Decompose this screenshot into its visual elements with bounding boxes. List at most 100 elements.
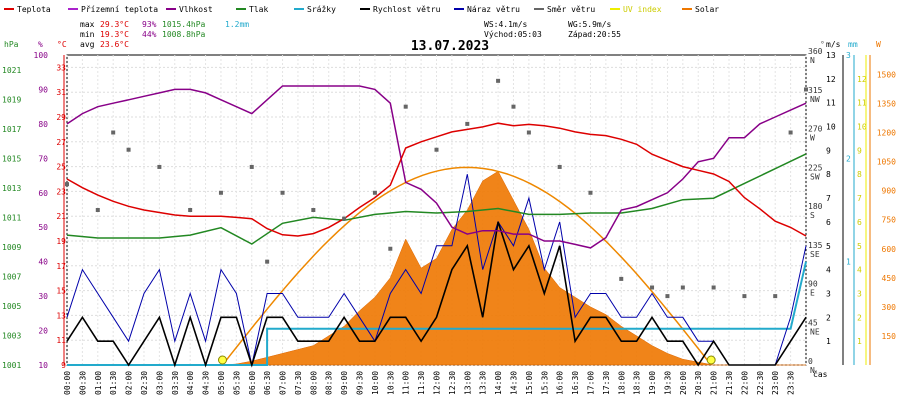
axis-time-label: 10:00: [371, 371, 380, 395]
axis-hpa-unit: hPa: [4, 40, 19, 49]
wind-direction-point: [665, 294, 670, 299]
axis-dir-cardinal: NW: [810, 95, 820, 104]
legend-label: Vlhkost: [179, 5, 213, 14]
sunrise-marker: [217, 355, 227, 365]
axis-dir-cardinal: N: [810, 56, 815, 65]
axis-time-label: 23:30: [787, 371, 796, 395]
axis-time-label: 04:00: [186, 371, 195, 395]
legend-label: Náraz větru: [467, 5, 520, 14]
axis-pct-tick: 70: [38, 154, 48, 163]
series-solar-area: [67, 170, 806, 366]
series-gust-line: [66, 174, 807, 366]
legend-label: Solar: [695, 5, 719, 14]
axis-time-label: 05:00: [217, 371, 226, 395]
axis-uv-tick: 3: [857, 289, 862, 298]
axis-uv-tick: 12: [857, 75, 867, 84]
axis-mm-unit: mm: [848, 40, 858, 49]
axis-hpa-tick: 1013: [2, 184, 21, 193]
wind-direction-point: [157, 164, 162, 169]
stat-min-hum: 44%: [142, 30, 157, 39]
axis-time-label: 08:30: [325, 371, 334, 395]
wind-direction-point: [511, 104, 516, 109]
wind-direction-point: [788, 130, 793, 135]
axis-dir-unit: °: [820, 40, 825, 49]
axis-time-label: 09:30: [356, 371, 365, 395]
axis-time-label: 02:30: [140, 371, 149, 395]
axis-w-unit: W: [876, 40, 881, 49]
axis-ms-unit: m/s: [826, 40, 841, 49]
axis-time-label: 16:00: [556, 371, 565, 395]
axis-dir-tick: 45: [808, 318, 818, 327]
axis-time-label: 02:00: [125, 371, 134, 395]
series-temperature-line: [66, 122, 807, 237]
axis-hpa-tick: 1011: [2, 213, 21, 222]
axis-pct-tick: 100: [34, 51, 49, 60]
series-humidity-line: [66, 85, 807, 249]
axis-temp-tick: 29: [56, 113, 66, 122]
axis-dir-cardinal: NE: [810, 327, 820, 336]
axis-time-label: 14:00: [494, 371, 503, 395]
axis-uv-tick: 11: [857, 99, 867, 108]
axis-time-label: 11:30: [417, 371, 426, 395]
axis-time-label: 03:00: [155, 371, 164, 395]
axis-time-label: 16:30: [571, 371, 580, 395]
wind-direction-point: [111, 130, 116, 135]
axis-temp-tick: 31: [56, 88, 66, 97]
axis-temp-tick: 23: [56, 187, 66, 196]
axis-time-label: 14:30: [509, 371, 518, 395]
stat-min-label: min: [80, 30, 95, 39]
wind-direction-point: [619, 276, 624, 281]
axis-ms-tick: 12: [826, 75, 836, 84]
wind-direction-point: [388, 246, 393, 251]
axis-dir-tick: 225: [808, 163, 823, 172]
axis-time-label: 07:00: [279, 371, 288, 395]
axis-temp-unit: °C: [57, 40, 67, 49]
wind-direction-point: [280, 190, 285, 195]
axis-ms-tick: 11: [826, 99, 836, 108]
axis-time-label: 00:00: [63, 371, 72, 395]
legend-label: Směr větru: [547, 5, 595, 14]
wind-direction-point: [465, 121, 470, 126]
stat-wind-gust: WG:5.9m/s: [568, 20, 612, 29]
axis-w-tick: 1200: [877, 129, 896, 138]
wind-direction-point: [218, 190, 223, 195]
axis-time-label: 15:00: [525, 371, 534, 395]
wind-direction-point: [65, 182, 69, 187]
stat-min-temp: 19.3°C: [100, 30, 129, 39]
axis-dir-tick: 360: [808, 47, 823, 56]
axis-time-unit: čas: [813, 369, 828, 379]
stat-min-press: 1008.8hPa: [162, 30, 206, 39]
axis-temp-tick: 33: [56, 63, 66, 72]
axis-time-label: 19:30: [663, 371, 672, 395]
axis-time-label: 23:00: [771, 371, 780, 395]
wind-direction-point: [403, 104, 408, 109]
axis-time-label: 21:00: [710, 371, 719, 395]
axis-time-label: 10:30: [386, 371, 395, 395]
wind-direction-point: [557, 164, 562, 169]
axis-ms-tick: 6: [826, 218, 831, 227]
axis-hpa-tick: 1019: [2, 95, 21, 104]
axis-pct-tick: 30: [38, 292, 48, 301]
axis-w-tick: 1050: [877, 158, 896, 167]
axis-hpa-tick: 1001: [2, 361, 21, 370]
wind-direction-point: [372, 190, 377, 195]
legend-label: Rychlost větru: [373, 5, 441, 14]
axis-dir-tick: 135: [808, 241, 823, 250]
axis-time-label: 08:00: [309, 371, 318, 395]
legend-label: Přízemní teplota: [81, 5, 158, 14]
axis-uv-tick: 5: [857, 242, 862, 251]
axis-hpa-tick: 1005: [2, 302, 21, 311]
axis-time-label: 07:30: [294, 371, 303, 395]
series-pressure-line: [66, 153, 807, 245]
stat-rain-total: 1.2mm: [225, 20, 249, 29]
axis-ms-tick: 2: [826, 313, 831, 322]
stat-wind-speed: WS:4.1m/s: [484, 20, 528, 29]
wind-direction-point: [342, 216, 347, 221]
axis-pct-tick: 90: [38, 85, 48, 94]
axis-time-label: 17:00: [586, 371, 595, 395]
axis-uv-tick: 6: [857, 218, 862, 227]
wind-direction-point: [680, 285, 685, 290]
axis-temp-tick: 11: [56, 336, 66, 345]
axis-time-label: 21:30: [725, 371, 734, 395]
